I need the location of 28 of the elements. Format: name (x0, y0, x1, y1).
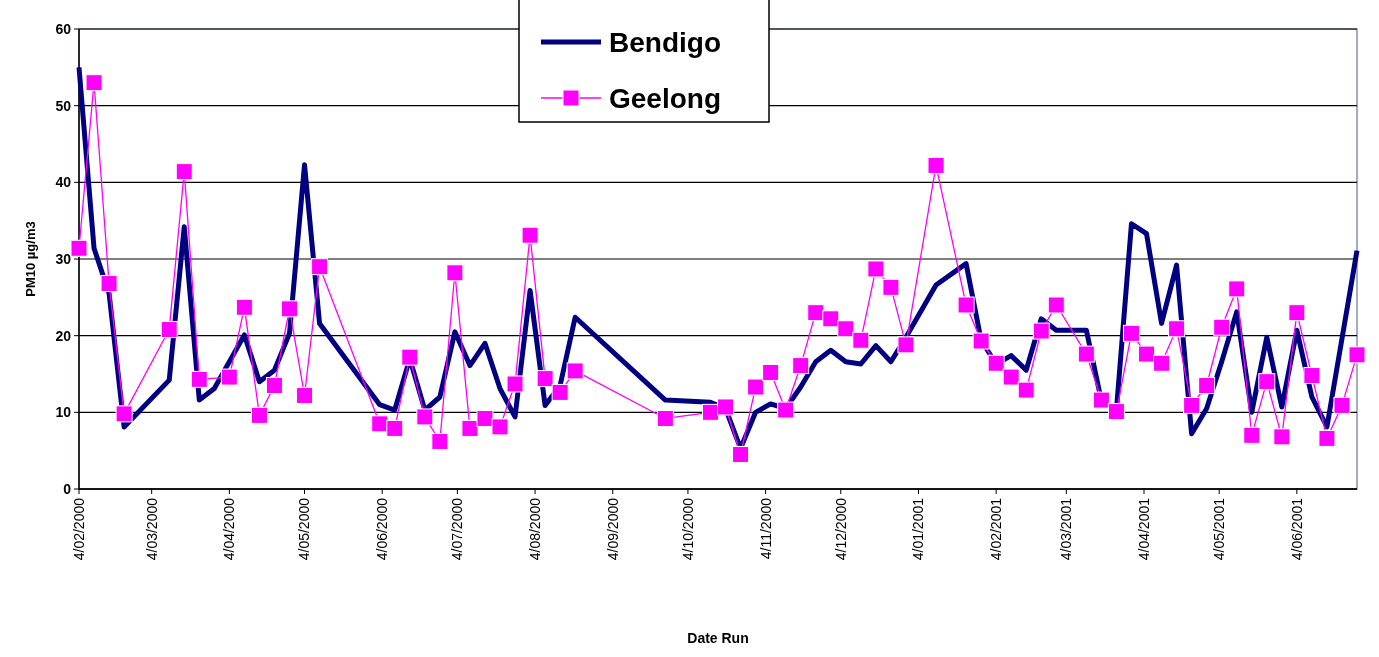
legend-label: Geelong (609, 82, 722, 114)
y-tick-label: 50 (55, 97, 72, 114)
y-tick-label: 40 (55, 174, 72, 191)
x-tick-label: 4/09/2000 (604, 497, 621, 561)
x-tick-label: 4/05/2000 (296, 497, 313, 561)
x-tick-label: 4/03/2000 (143, 497, 160, 561)
x-tick-label: 4/05/2001 (1211, 497, 1228, 561)
x-tick-label: 4/02/2001 (988, 497, 1005, 561)
x-tick-label: 4/01/2001 (910, 497, 927, 561)
y-tick-label: 60 (55, 20, 72, 37)
x-axis-title: Date Run (687, 630, 749, 646)
y-tick-label: 0 (63, 480, 72, 497)
x-tick-label: 4/04/2001 (1135, 497, 1152, 561)
x-tick-label: 4/12/2000 (832, 497, 849, 561)
y-tick-label: 30 (55, 250, 72, 267)
x-tick-label: 4/04/2000 (221, 497, 238, 561)
y-tick-label: 10 (55, 404, 72, 421)
x-tick-label: 4/02/2000 (70, 497, 87, 561)
x-tick-label: 4/08/2000 (526, 497, 543, 561)
y-tick-label: 20 (55, 327, 72, 344)
x-tick-label: 4/03/2001 (1058, 497, 1075, 561)
y-axis-title: PM10 µg/m3 (23, 221, 38, 297)
x-tick-label: 4/10/2000 (679, 497, 696, 561)
x-tick-label: 4/06/2000 (374, 497, 391, 561)
x-tick-label: 4/07/2000 (449, 497, 466, 561)
x-tick-label: 4/06/2001 (1288, 497, 1305, 561)
legend-label: Bendigo (609, 26, 721, 58)
x-tick-label: 4/11/2000 (757, 497, 774, 560)
